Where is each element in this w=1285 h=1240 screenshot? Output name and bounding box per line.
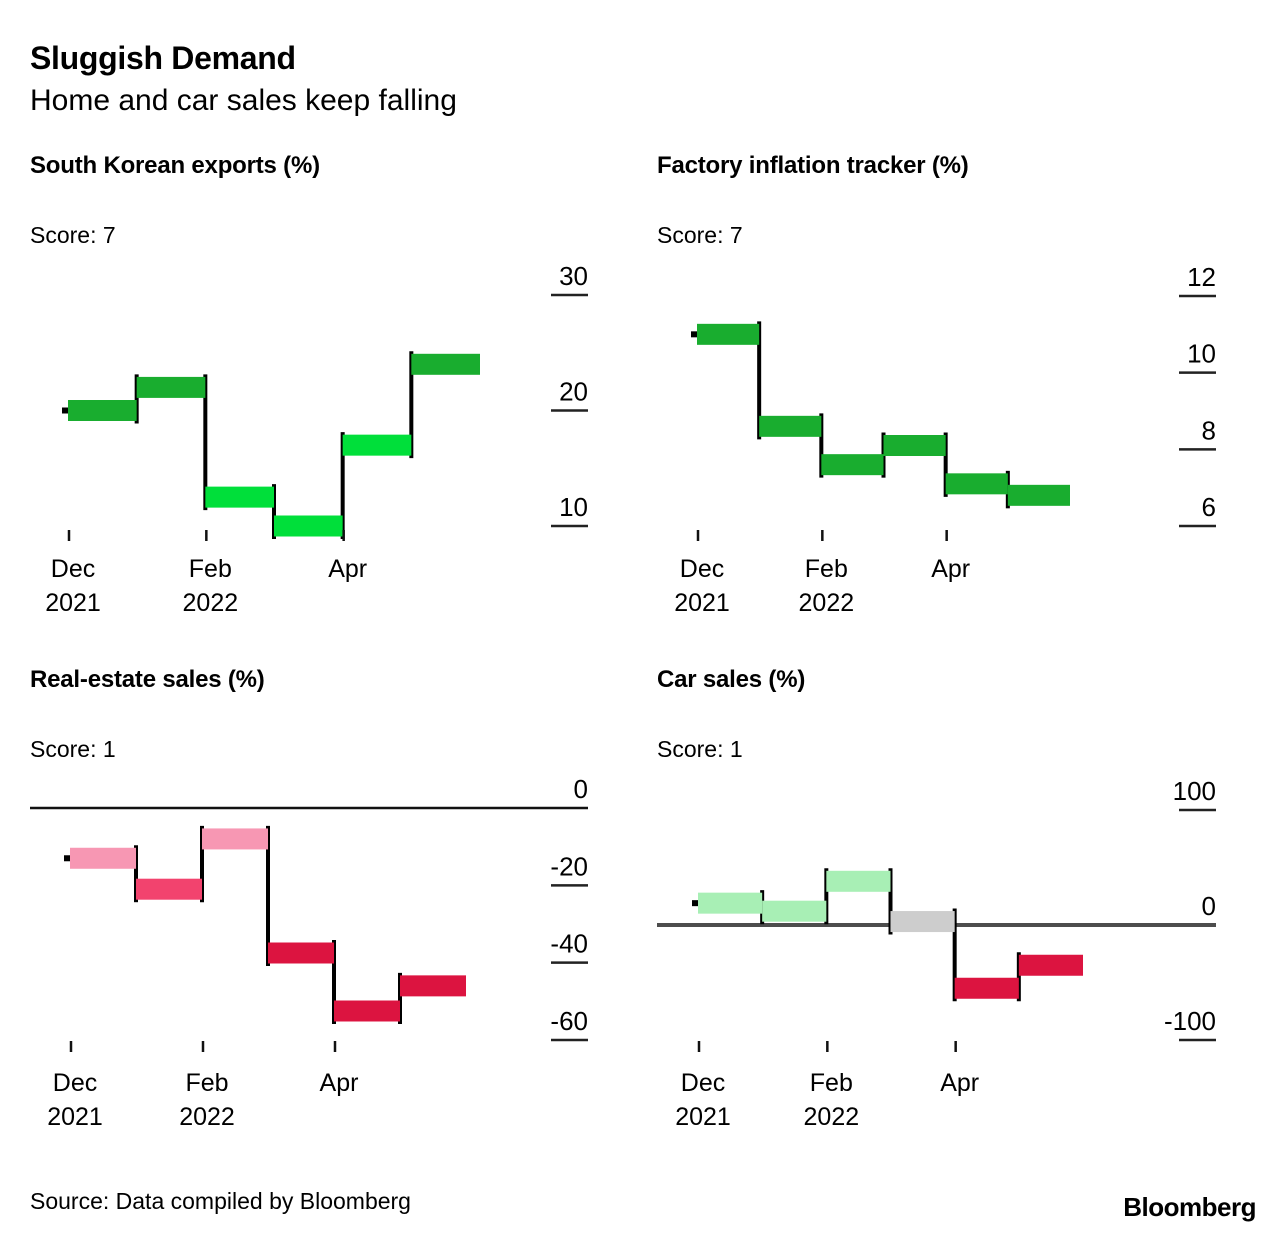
bar	[68, 400, 137, 421]
x-axis-label: Apr	[320, 1069, 359, 1097]
y-axis-label: 30	[559, 261, 588, 291]
bar	[70, 847, 136, 869]
x-axis-label: Dec	[51, 555, 95, 583]
bar	[136, 878, 202, 900]
x-axis-label: Apr	[940, 1069, 979, 1097]
score-label-real-estate: Score: 1	[30, 736, 116, 762]
panel-title-real-estate-sales: Real-estate sales (%)	[30, 666, 265, 693]
page-subtitle: Home and car sales keep falling	[30, 84, 457, 117]
y-axis-label: 0	[574, 774, 588, 804]
bar	[826, 870, 891, 892]
x-axis-label: 2021	[674, 589, 730, 617]
x-axis-label: 2022	[183, 589, 239, 617]
bar	[698, 892, 763, 914]
x-axis-label: Apr	[931, 555, 970, 583]
x-axis-label: Apr	[328, 555, 367, 583]
x-axis-label: 2021	[47, 1103, 103, 1131]
bar	[334, 1000, 400, 1022]
series-start-stub	[64, 855, 72, 862]
y-axis-label: -60	[550, 1006, 588, 1036]
y-axis-label: 0	[1202, 891, 1216, 921]
panel-title-factory-inflation-tracker: Factory inflation tracker (%)	[657, 152, 969, 179]
x-axis-label: 2021	[675, 1103, 731, 1131]
panel-2-chart: 12 10 8 6 Dec 2021 Feb 2022 Apr	[674, 262, 1216, 617]
bar	[1007, 484, 1070, 506]
bar	[954, 977, 1019, 999]
x-axis-label: 2022	[804, 1103, 860, 1131]
y-axis-label: 12	[1187, 262, 1216, 292]
x-axis-label: Dec	[680, 555, 724, 583]
y-axis-label: -20	[550, 851, 588, 881]
series-start-stub	[691, 331, 699, 338]
y-axis-label: 10	[559, 492, 588, 522]
source-text: Source: Data compiled by Bloomberg	[30, 1188, 411, 1214]
series-start-stub	[692, 900, 700, 907]
bar	[890, 911, 955, 933]
series-start-stub	[62, 407, 70, 414]
bar	[1018, 954, 1083, 976]
y-axis-label: 100	[1173, 776, 1216, 806]
bar	[945, 473, 1008, 495]
bar	[205, 486, 274, 508]
panel-3-chart: 0 -20 -40 -60 Dec 2021 Feb 2022 Apr	[30, 774, 588, 1131]
bar	[821, 454, 884, 476]
bar	[342, 434, 412, 456]
bar	[759, 415, 822, 437]
x-axis-label: Feb	[805, 555, 848, 583]
y-axis-label: -100	[1164, 1006, 1216, 1036]
bar	[274, 515, 343, 537]
x-axis-label: Feb	[189, 555, 232, 583]
x-axis-label: 2022	[799, 589, 855, 617]
x-axis-label: 2021	[45, 589, 101, 617]
x-axis-label: Dec	[681, 1069, 725, 1097]
score-label-exports: Score: 7	[30, 222, 116, 248]
bar	[268, 942, 334, 964]
x-axis-label: 2022	[179, 1103, 235, 1131]
panel-1-chart: 30 20 10 Dec 2021 Feb 2022 Apr	[45, 261, 588, 617]
y-axis-label: 8	[1202, 415, 1216, 445]
y-axis-label: 20	[559, 377, 588, 407]
score-label-car-sales: Score: 1	[657, 736, 743, 762]
page-title: Sluggish Demand	[30, 40, 296, 76]
y-axis-label: 6	[1202, 492, 1216, 522]
y-axis-label: 10	[1187, 339, 1216, 369]
bar	[411, 353, 480, 375]
x-axis-label: Feb	[185, 1069, 228, 1097]
bar	[136, 376, 206, 398]
bar	[400, 975, 466, 997]
x-axis-label: Feb	[810, 1069, 853, 1097]
bar	[762, 900, 827, 922]
bar	[883, 435, 946, 456]
panel-title-car-sales: Car sales (%)	[657, 666, 806, 693]
x-axis-label: Dec	[53, 1069, 97, 1097]
score-label-factory-inflation: Score: 7	[657, 222, 743, 248]
bloomberg-logo: Bloomberg	[1123, 1192, 1256, 1222]
bar	[697, 323, 760, 345]
bar	[202, 828, 268, 850]
panel-title-south-korean-exports: South Korean exports (%)	[30, 152, 320, 179]
y-axis-label: -40	[550, 929, 588, 959]
panel-4-chart: 100 0 -100 Dec 2021 Feb 2022 Apr	[657, 776, 1216, 1131]
